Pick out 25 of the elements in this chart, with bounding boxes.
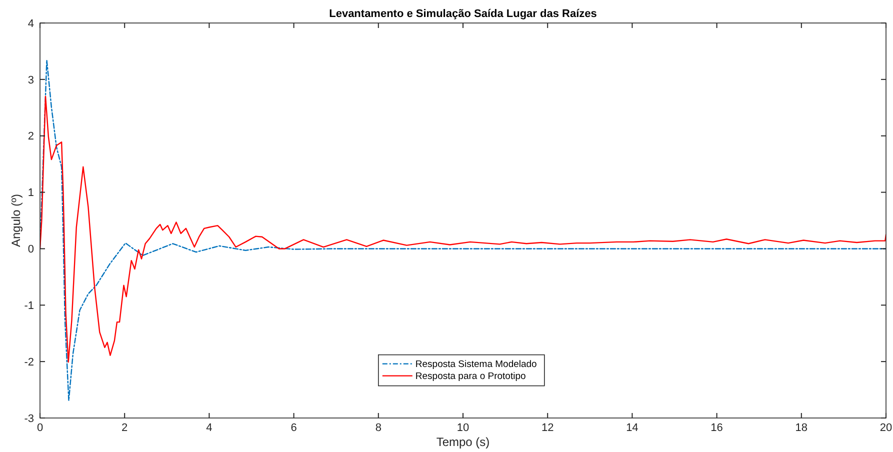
x-tick-label: 10 (456, 422, 470, 434)
y-tick-label: -2 (24, 356, 34, 368)
legend-label: Resposta para o Prototipo (415, 371, 526, 382)
chart-title: Levantamento e Simulação Saída Lugar das Raízes (329, 8, 597, 20)
x-tick-label: 12 (541, 422, 554, 434)
y-tick-label: -3 (24, 412, 34, 425)
y-tick-label: 4 (28, 18, 34, 30)
legend-label: Resposta Sistema Modelado (415, 359, 537, 370)
x-tick-label: 18 (795, 422, 808, 434)
line-series (40, 60, 886, 402)
y-axis-title: Angulo (º) (9, 194, 23, 248)
x-tick-label: 4 (206, 422, 212, 434)
x-tick-label: 6 (290, 422, 297, 434)
y-tick-label: 2 (28, 130, 34, 143)
y-tick-label: 3 (28, 74, 34, 86)
x-tick-label: 16 (710, 422, 723, 434)
y-tick-label: 1 (28, 187, 34, 200)
x-tick-label: 2 (122, 422, 128, 434)
x-tick-label: 8 (375, 422, 382, 434)
x-tick-label: 20 (880, 422, 892, 434)
x-tick-label: 0 (36, 422, 44, 434)
y-tick-label: -1 (24, 300, 34, 312)
y-tick-label: 0 (28, 244, 34, 256)
x-tick-label: 14 (626, 422, 638, 434)
x-axis-title: Tempo (s) (436, 435, 490, 449)
